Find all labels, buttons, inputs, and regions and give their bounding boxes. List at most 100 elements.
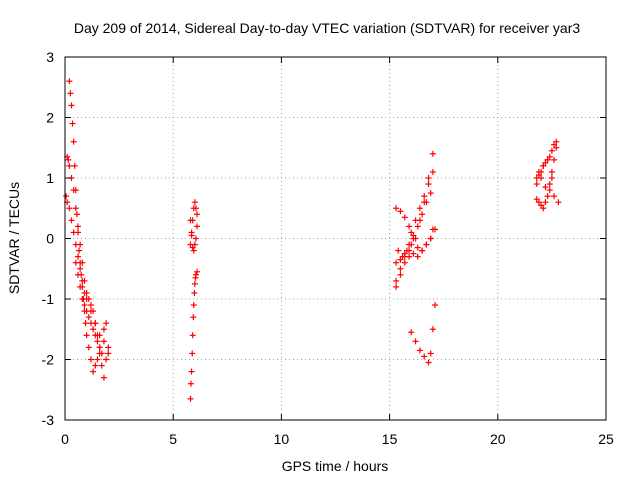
- data-point: [410, 232, 417, 239]
- data-point: [81, 289, 88, 296]
- data-point: [401, 214, 408, 221]
- data-point: [397, 271, 404, 278]
- data-point: [533, 196, 540, 203]
- data-point: [423, 241, 430, 248]
- axes-layer: 0 5 10 15 20 25 -3 -2 -1 0 1 2 3: [42, 49, 614, 447]
- data-point: [81, 302, 88, 309]
- data-point: [83, 308, 90, 315]
- data-point: [82, 320, 89, 327]
- data-point: [191, 241, 198, 248]
- data-point: [188, 368, 195, 375]
- y-tick-label: 1: [46, 170, 54, 186]
- data-point: [432, 302, 439, 309]
- data-point: [546, 181, 553, 188]
- data-point: [85, 344, 92, 351]
- chart-title: Day 209 of 2014, Sidereal Day-to-day VTE…: [74, 20, 580, 36]
- data-point: [76, 247, 83, 254]
- data-point: [190, 247, 197, 254]
- data-point: [551, 193, 558, 200]
- data-point: [427, 350, 434, 357]
- data-point: [92, 362, 99, 369]
- data-point: [546, 187, 553, 194]
- data-point: [98, 350, 105, 357]
- data-point: [395, 247, 402, 254]
- plot-frame: [64, 56, 607, 421]
- x-axis-label: GPS time / hours: [282, 458, 389, 474]
- data-point: [410, 250, 417, 257]
- y-tick-label: 0: [46, 231, 54, 247]
- grid-layer: [65, 57, 606, 420]
- data-point: [401, 253, 408, 260]
- data-point: [416, 217, 423, 224]
- x-tick-label: 10: [274, 431, 290, 447]
- y-tick-label: 3: [46, 49, 54, 65]
- data-point: [85, 314, 92, 321]
- data-point: [66, 205, 73, 212]
- data-point: [87, 356, 94, 363]
- data-point: [551, 141, 558, 148]
- data-point: [551, 156, 558, 163]
- data-point: [69, 120, 76, 127]
- data-point: [191, 280, 198, 287]
- data-point: [71, 162, 78, 169]
- data-point: [187, 395, 194, 402]
- x-tick-label: 20: [490, 431, 506, 447]
- data-point: [70, 138, 77, 145]
- data-point: [100, 326, 107, 333]
- data-point: [100, 374, 107, 381]
- data-point: [406, 223, 413, 230]
- data-point: [72, 205, 79, 212]
- data-point: [393, 283, 400, 290]
- data-point: [192, 235, 199, 242]
- data-point: [538, 175, 545, 181]
- data-point: [408, 241, 415, 248]
- data-point: [70, 229, 77, 236]
- data-point: [67, 90, 74, 97]
- data-point: [66, 78, 73, 85]
- data-point: [63, 193, 70, 200]
- y-tick-label: -2: [42, 352, 55, 368]
- data-point: [548, 147, 555, 154]
- data-point: [189, 332, 196, 339]
- data-point: [94, 338, 101, 345]
- data-point: [70, 187, 77, 194]
- data-point: [419, 211, 426, 218]
- data-point: [79, 277, 86, 284]
- data-point: [96, 344, 103, 351]
- data-point: [416, 347, 423, 354]
- data-point: [191, 289, 198, 296]
- data-point: [103, 320, 110, 327]
- y-tick-label: 2: [46, 110, 54, 126]
- y-tick-label: -1: [42, 291, 55, 307]
- data-point: [190, 314, 197, 321]
- data-point: [397, 265, 404, 272]
- data-point: [189, 350, 196, 357]
- data-point: [421, 193, 428, 200]
- data-point: [74, 253, 81, 260]
- data-point: [432, 226, 439, 233]
- data-point: [77, 265, 84, 272]
- data-point: [65, 156, 72, 163]
- data-point: [535, 168, 542, 175]
- data-point: [533, 181, 540, 188]
- data-point: [421, 199, 428, 206]
- y-axis-label: SDTVAR / TECUs: [6, 182, 22, 294]
- data-point: [544, 156, 551, 163]
- data-point: [416, 205, 423, 212]
- data-point: [546, 153, 553, 160]
- data-point: [535, 199, 542, 206]
- x-tick-label: 25: [598, 431, 614, 447]
- data-point: [425, 181, 432, 188]
- data-point: [419, 247, 426, 254]
- data-point: [397, 256, 404, 263]
- data-point: [74, 271, 81, 278]
- x-tick-label: 5: [169, 431, 177, 447]
- data-point: [192, 205, 199, 212]
- data-point: [427, 190, 434, 197]
- data-point: [74, 223, 81, 230]
- data-point: [72, 259, 79, 266]
- data-point: [397, 208, 404, 215]
- data-point: [191, 199, 198, 206]
- data-point: [408, 229, 415, 236]
- data-point: [414, 223, 421, 230]
